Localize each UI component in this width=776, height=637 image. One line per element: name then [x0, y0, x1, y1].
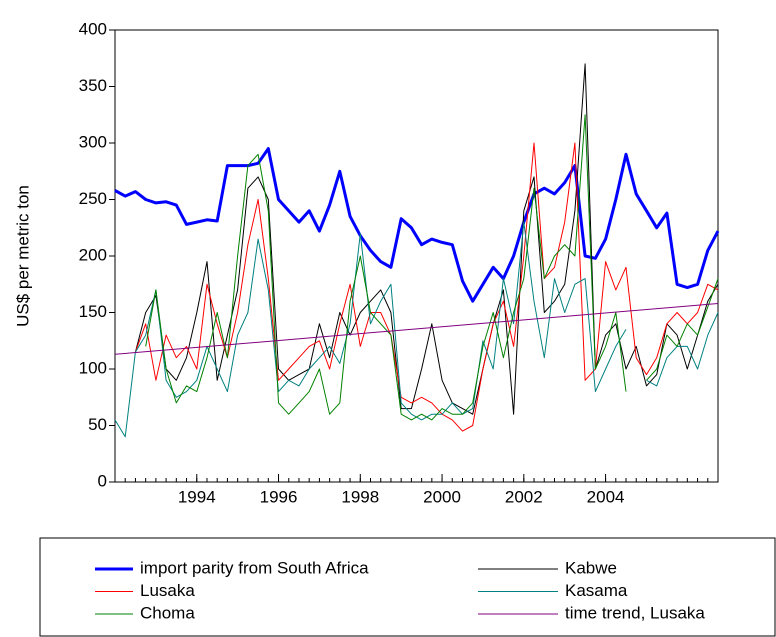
x-tick-label: 2000: [423, 487, 461, 506]
legend-label: Choma: [140, 603, 195, 622]
y-tick-label: 250: [79, 189, 107, 208]
y-tick-label: 100: [79, 358, 107, 377]
y-tick-label: 150: [79, 302, 107, 321]
series-line: [114, 221, 719, 438]
series-line: [145, 114, 719, 421]
x-tick-label: 1994: [178, 487, 216, 506]
legend-label: Kabwe: [565, 558, 617, 577]
y-tick-label: 400: [79, 19, 107, 38]
series-line: [134, 142, 719, 432]
y-tick-label: 300: [79, 132, 107, 151]
x-tick-label: 1996: [260, 487, 298, 506]
x-tick-label: 2004: [587, 487, 625, 506]
x-tick-label: 2002: [505, 487, 543, 506]
y-axis-label: US$ per metric ton: [13, 185, 32, 327]
plot-frame: [114, 29, 719, 483]
y-tick-label: 50: [88, 415, 107, 434]
legend-label: Kasama: [565, 581, 628, 600]
x-tick-label: 1998: [341, 487, 379, 506]
y-tick-label: 350: [79, 76, 107, 95]
legend-label: Lusaka: [140, 581, 195, 600]
series-line: [114, 147, 720, 303]
legend-box: [39, 537, 776, 637]
y-tick-label: 0: [98, 471, 107, 490]
series-line: [114, 303, 719, 355]
y-tick-label: 200: [79, 245, 107, 264]
legend-label: import parity from South Africa: [140, 558, 369, 577]
series-line: [134, 63, 719, 415]
legend-label: time trend, Lusaka: [565, 603, 705, 622]
